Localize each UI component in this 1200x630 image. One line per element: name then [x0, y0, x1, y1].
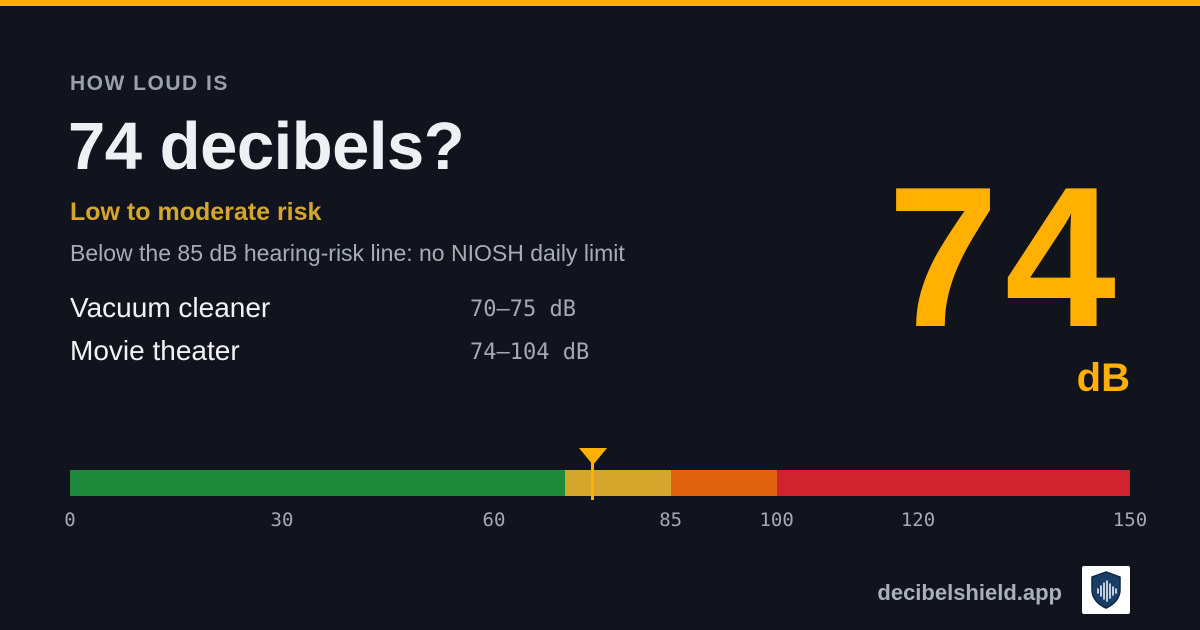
- page-title: 74 decibels?: [68, 109, 465, 184]
- decibel-value: 74: [887, 146, 1122, 369]
- scale-tick-label: 60: [482, 509, 506, 531]
- scale-tick-label: 100: [759, 509, 794, 531]
- shield-soundwave-icon: [1082, 566, 1130, 614]
- brand-name: decibelshield.app: [877, 580, 1062, 605]
- scale-tick-label: 150: [1112, 509, 1148, 531]
- decibel-scale-bar: [70, 470, 1130, 496]
- scale-segment: [776, 470, 1130, 496]
- decibel-unit: dB: [1076, 356, 1130, 400]
- risk-description: Below the 85 dB hearing-risk line: no NI…: [70, 240, 625, 266]
- scale-segment: [70, 470, 565, 496]
- scale-tick-label: 30: [270, 509, 294, 531]
- comparison-name: Vacuum cleaner: [70, 292, 271, 323]
- scale-tick-label: 85: [659, 509, 683, 531]
- comparison-name: Movie theater: [70, 335, 240, 366]
- scale-tick-label: 120: [900, 509, 936, 531]
- top-accent-bar: [0, 0, 1200, 6]
- level-marker-triangle-icon: [578, 448, 607, 465]
- risk-label: Low to moderate risk: [70, 198, 322, 226]
- scale-segment: [564, 470, 671, 496]
- scale-segment: [670, 470, 777, 496]
- comparison-range: 74–104 dB: [470, 340, 590, 365]
- eyebrow-label: HOW LOUD IS: [70, 72, 229, 95]
- scale-tick-label: 0: [64, 509, 76, 531]
- level-marker-line: [591, 462, 595, 500]
- comparison-range: 70–75 dB: [470, 297, 576, 322]
